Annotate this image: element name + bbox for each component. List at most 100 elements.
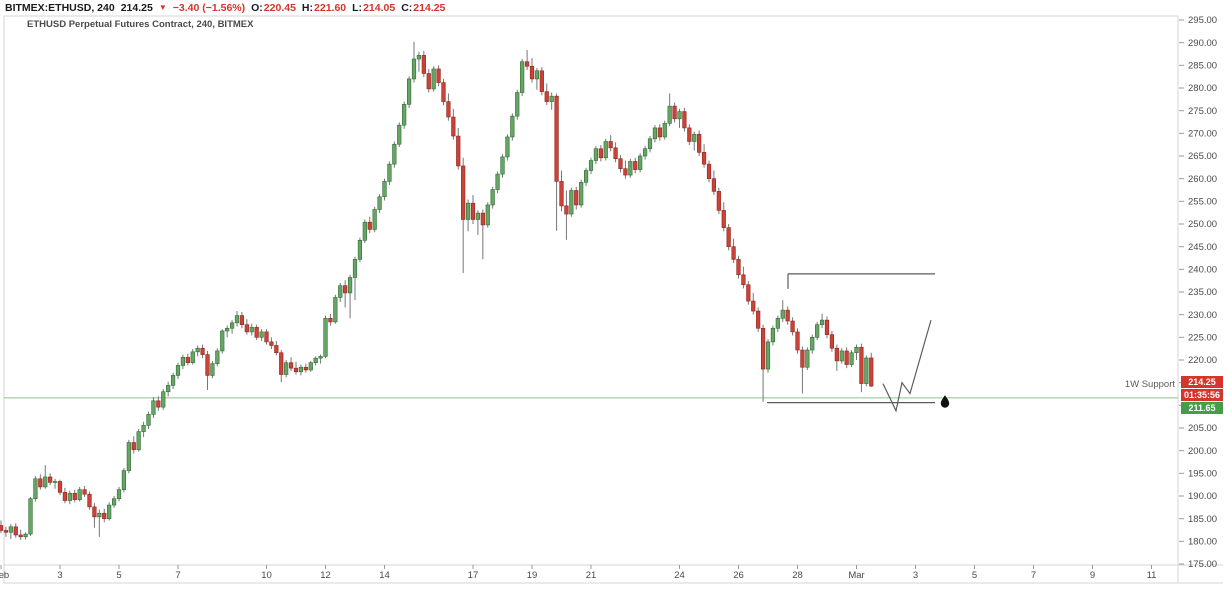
last-price-value: 214.25	[120, 1, 153, 14]
symbol-info-bar[interactable]: BITMEX:ETHUSD, 240 214.25 ▼ −3.40 (−1.56…	[5, 1, 445, 14]
candle-body	[254, 327, 259, 338]
time-axis-label: 9	[1090, 570, 1095, 581]
price-axis-label: 190.00	[1188, 491, 1217, 502]
candle-body	[731, 246, 736, 260]
close-value: C: 214.25	[401, 1, 446, 14]
price-axis-label: 235.00	[1188, 287, 1217, 298]
candle-body	[185, 356, 190, 364]
candle-body	[131, 442, 136, 451]
candle-body	[0, 525, 4, 531]
candle-body	[190, 351, 195, 364]
time-axis-label: 11	[1147, 570, 1157, 581]
candle-body	[854, 347, 859, 354]
candle-body	[652, 127, 658, 140]
candle-body	[347, 277, 353, 294]
candle-body	[102, 512, 107, 519]
support-price-tag: 211.65	[1181, 402, 1223, 414]
candle-body	[510, 115, 515, 138]
candle-body	[313, 357, 318, 364]
candle-body	[529, 65, 535, 80]
price-axis-label: 250.00	[1188, 219, 1217, 230]
candle-body	[259, 331, 264, 338]
candle-body	[623, 168, 628, 176]
candle-body	[13, 526, 18, 536]
candle-body	[505, 136, 510, 158]
candle-body	[97, 512, 102, 518]
price-axis-label: 195.00	[1188, 469, 1217, 480]
price-axis-label: 245.00	[1188, 242, 1217, 253]
candle-body	[249, 327, 254, 333]
candle-body	[583, 170, 589, 183]
candle-body	[461, 165, 466, 220]
candle-body	[225, 327, 230, 332]
candle-body	[849, 352, 854, 365]
candle-body	[33, 478, 38, 500]
candle-body	[43, 476, 48, 488]
candle-body	[274, 345, 279, 354]
candle-body	[180, 356, 186, 366]
price-axis-label: 240.00	[1188, 265, 1217, 276]
time-axis-label: 5	[116, 570, 121, 581]
candle-body	[195, 347, 200, 353]
candle-body	[569, 190, 574, 215]
candle-body	[618, 158, 623, 169]
price-axis-label: 295.00	[1188, 15, 1217, 26]
candle-body	[406, 78, 412, 105]
candle-body	[554, 95, 559, 182]
price-axis-label: 275.00	[1188, 106, 1217, 117]
candle-body	[726, 227, 731, 247]
candle-body	[166, 385, 171, 393]
candle-body	[333, 297, 338, 323]
candle-body	[869, 357, 874, 387]
candle-body	[77, 489, 82, 500]
time-axis-label: 12	[320, 570, 331, 581]
candle-body	[416, 55, 422, 60]
candle-body	[441, 82, 446, 102]
time-axis-label: 19	[527, 570, 538, 581]
candle-body	[760, 327, 766, 370]
candle-body	[751, 300, 756, 312]
candle-body	[662, 123, 667, 138]
candle-body	[834, 347, 839, 362]
candle-body	[372, 209, 377, 230]
last-price-tag: 214.25	[1181, 376, 1223, 388]
candle-body	[18, 534, 23, 538]
candle-body	[485, 204, 490, 226]
candle-body	[387, 163, 392, 182]
candle-body	[534, 70, 540, 80]
time-axis-label: 17	[468, 570, 479, 581]
candle-body	[161, 391, 166, 408]
projection-zigzag-drawing[interactable]	[882, 319, 932, 413]
candle-body	[436, 68, 441, 83]
candle-body	[107, 504, 112, 519]
candle-body	[8, 526, 13, 533]
candle-body	[633, 161, 638, 170]
candle-body	[785, 309, 790, 322]
candle-body	[121, 470, 127, 490]
candle-body	[465, 202, 471, 220]
candle-body	[456, 135, 461, 167]
candle-body	[323, 317, 328, 357]
price-axis-label: 290.00	[1188, 38, 1217, 49]
candle-body	[598, 148, 603, 159]
candle-body	[303, 366, 308, 371]
candle-body	[682, 111, 687, 129]
candle-body	[116, 489, 122, 500]
droplet-icon[interactable]	[940, 395, 950, 408]
candle-body	[38, 478, 43, 488]
candle-body	[279, 352, 284, 375]
candle-body	[613, 147, 618, 160]
time-axis-label: 10	[261, 570, 272, 581]
candle-body	[829, 334, 835, 349]
candle-body	[288, 362, 294, 369]
candle-body	[810, 337, 815, 351]
candle-body	[716, 191, 721, 211]
price-axis-label: 205.00	[1188, 423, 1217, 434]
time-axis-label: 28	[792, 570, 803, 581]
candle-body	[480, 212, 485, 226]
candle-body	[338, 285, 343, 298]
candle-body	[126, 442, 131, 471]
price-axis-label: 200.00	[1188, 446, 1217, 457]
